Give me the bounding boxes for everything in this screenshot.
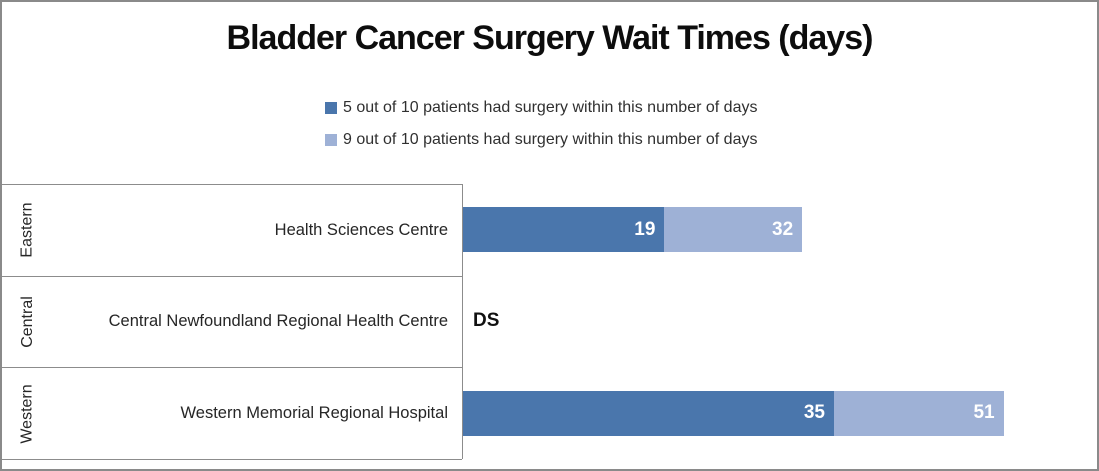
category-row-central: Central Central Newfoundland Regional He… bbox=[2, 277, 462, 369]
bar-row-western: 35 51 bbox=[463, 367, 1097, 459]
bar-value-5of10: 19 bbox=[634, 218, 656, 240]
hospital-label-central-newfoundland: Central Newfoundland Regional Health Cen… bbox=[108, 312, 448, 331]
region-cell: Western bbox=[2, 368, 54, 459]
legend-item-5of10: 5 out of 10 patients had surgery within … bbox=[325, 98, 757, 117]
region-label-central: Central bbox=[18, 296, 36, 348]
bar-western-memorial: 35 51 bbox=[463, 390, 1097, 436]
bar-row-eastern: 19 32 bbox=[463, 184, 1097, 276]
category-row-western: Western Western Memorial Regional Hospit… bbox=[2, 368, 462, 460]
bar-row-central: DS bbox=[463, 276, 1097, 368]
bar-segment-5of10: 19 bbox=[463, 207, 665, 253]
plot-area: 19 32 DS 35 51 bbox=[463, 184, 1097, 459]
bar-segment-9of10: 32 bbox=[664, 207, 803, 253]
data-suppressed-label: DS bbox=[473, 310, 500, 332]
legend-swatch-9of10-icon bbox=[325, 133, 337, 146]
bar-segment-5of10: 35 bbox=[463, 390, 834, 436]
bar-value-5of10: 35 bbox=[803, 402, 825, 424]
region-cell: Eastern bbox=[2, 185, 54, 276]
category-axis-table: Eastern Health Sciences Centre Central C… bbox=[2, 184, 463, 460]
bar-value-9of10: 51 bbox=[973, 402, 995, 424]
region-label-western: Western bbox=[19, 384, 36, 444]
chart-title: Bladder Cancer Surgery Wait Times (days) bbox=[226, 19, 874, 57]
bar-segment-9of10: 51 bbox=[834, 390, 1004, 436]
legend-label-5of10: 5 out of 10 patients had surgery within … bbox=[343, 98, 758, 116]
legend: 5 out of 10 patients had surgery within … bbox=[325, 98, 757, 162]
hospital-label-western-memorial: Western Memorial Regional Hospital bbox=[180, 404, 448, 423]
category-row-eastern: Eastern Health Sciences Centre bbox=[2, 185, 462, 277]
bar-health-sciences-centre: 19 32 bbox=[463, 207, 1097, 253]
legend-swatch-5of10-icon bbox=[325, 101, 337, 114]
region-label-eastern: Eastern bbox=[19, 202, 37, 258]
legend-label-9of10: 9 out of 10 patients had surgery within … bbox=[343, 130, 758, 148]
region-cell: Central bbox=[2, 277, 54, 368]
legend-item-9of10: 9 out of 10 patients had surgery within … bbox=[325, 130, 757, 149]
hospital-label-health-sciences-centre: Health Sciences Centre bbox=[274, 220, 448, 239]
bar-value-9of10: 32 bbox=[772, 218, 794, 240]
